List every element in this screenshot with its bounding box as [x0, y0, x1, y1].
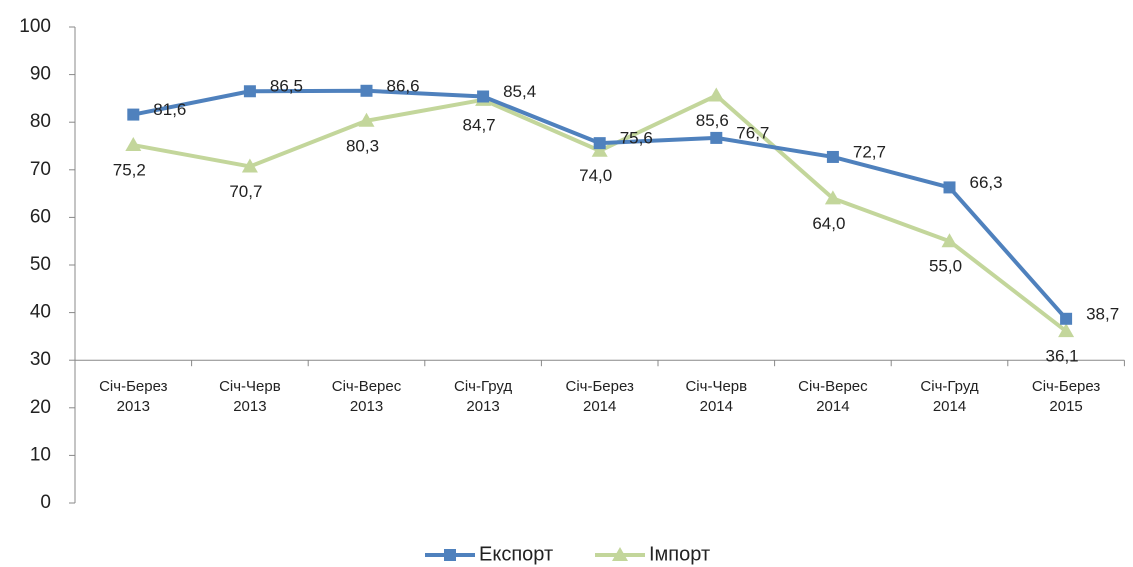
point — [358, 112, 375, 127]
data-label: 80,3 — [346, 136, 379, 155]
point — [127, 108, 140, 121]
point — [1060, 312, 1073, 325]
data-label: 85,4 — [503, 82, 536, 101]
x-tick-label: Січ-Берез 2013 — [99, 378, 168, 416]
point — [1058, 323, 1075, 338]
line — [132, 93, 1068, 333]
point — [708, 87, 725, 102]
point — [941, 233, 958, 248]
legend-label: Експорт — [479, 543, 553, 565]
x-tick-label: Січ-Груд 2014 — [920, 378, 979, 416]
data-label: 86,5 — [270, 77, 303, 96]
y-tick-label: 90 — [30, 64, 51, 85]
point — [826, 150, 839, 163]
series — [127, 84, 1073, 325]
x-tick-label: Січ-Черв 2013 — [219, 378, 281, 416]
point — [593, 137, 606, 150]
x-tick-label: Січ-Черв 2014 — [685, 378, 748, 416]
point — [241, 158, 258, 173]
line — [132, 88, 1068, 321]
x-tick-label: Січ-Берез 2015 — [1031, 378, 1101, 416]
point — [612, 547, 628, 561]
y-tick-label: 70 — [30, 159, 51, 180]
data-label: 81,6 — [153, 100, 186, 119]
y-tick-label: 60 — [30, 206, 51, 227]
data-label: 86,6 — [387, 76, 420, 95]
x-tick-label: Січ-Груд 2013 — [454, 378, 513, 416]
data-label: 76,7 — [736, 123, 769, 142]
point — [360, 84, 373, 97]
data-label: 74,0 — [579, 166, 612, 185]
data-label: 55,0 — [929, 257, 962, 276]
data-label: 66,3 — [970, 173, 1003, 192]
legend-label: Імпорт — [649, 543, 710, 565]
y-tick-label: 10 — [30, 444, 51, 465]
point — [824, 190, 841, 205]
data-label: 75,6 — [620, 129, 653, 148]
data-label: 72,7 — [853, 142, 886, 161]
y-tick-label: 80 — [30, 111, 51, 132]
x-tick-label: Січ-Верес 2013 — [331, 378, 402, 416]
y-tick-label: 40 — [30, 302, 51, 323]
x-tick-label: Січ-Берез 2014 — [565, 378, 634, 416]
data-label: 75,2 — [113, 161, 146, 180]
point — [243, 85, 256, 98]
data-label: 64,0 — [812, 214, 845, 233]
y-tick-label: 20 — [30, 397, 51, 418]
point — [125, 137, 142, 152]
point — [444, 549, 456, 561]
y-tick-label: 100 — [19, 16, 51, 37]
point — [710, 131, 723, 144]
data-label: 38,7 — [1086, 304, 1119, 323]
x-tick-label: Січ-Верес 2014 — [798, 378, 868, 416]
point — [477, 90, 490, 103]
data-label: 70,7 — [229, 182, 262, 201]
data-label: 85,6 — [696, 111, 729, 130]
point — [943, 181, 956, 194]
y-tick-label: 30 — [30, 349, 51, 370]
point — [591, 142, 608, 157]
y-tick-label: 50 — [30, 254, 51, 275]
data-label: 36,1 — [1046, 347, 1079, 366]
y-tick-label: 0 — [40, 492, 51, 513]
data-label: 84,7 — [463, 115, 496, 134]
series — [125, 87, 1075, 338]
